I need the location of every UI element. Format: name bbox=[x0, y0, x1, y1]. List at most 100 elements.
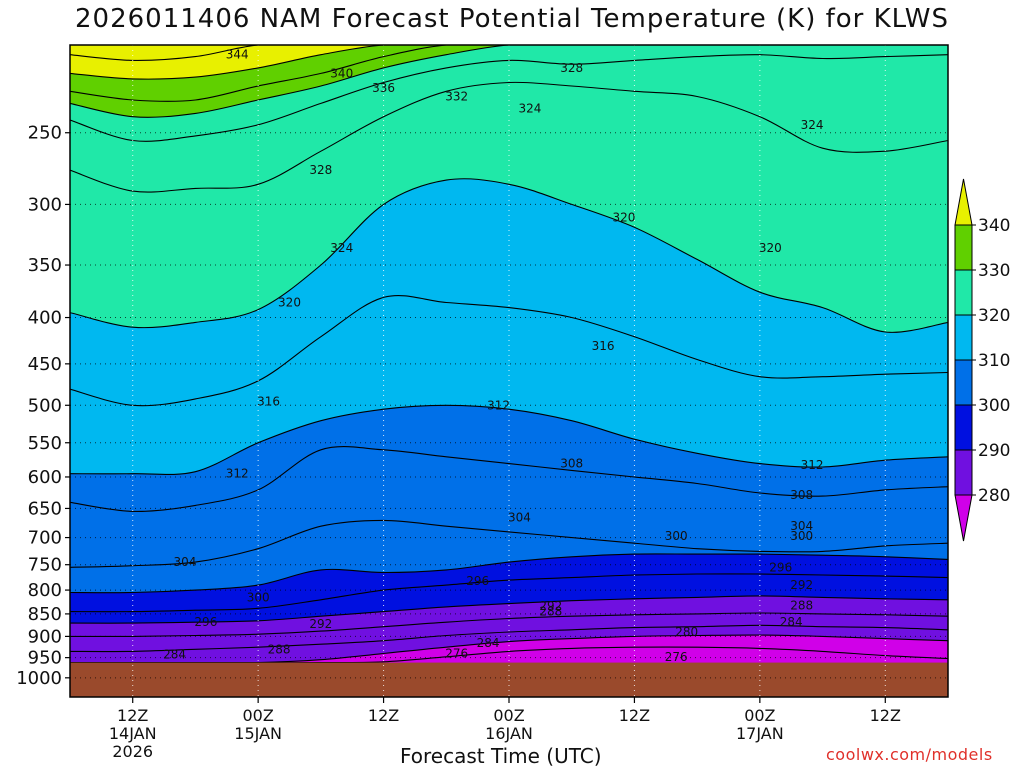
y-tick-label: 650 bbox=[28, 498, 62, 519]
x-tick-label: 14JAN bbox=[109, 724, 157, 743]
contour-line-292 bbox=[70, 595, 948, 624]
contour-line-344 bbox=[70, 45, 948, 61]
x-tick-label: 00Z bbox=[242, 706, 273, 725]
contour-label: 304 bbox=[508, 510, 531, 524]
y-tick-label: 950 bbox=[28, 648, 62, 669]
contour-label: 320 bbox=[278, 296, 301, 310]
contour-line-284 bbox=[70, 624, 948, 653]
credit-text: coolwx.com/models bbox=[826, 745, 993, 764]
contour-line-312 bbox=[70, 404, 948, 476]
contour-label: 296 bbox=[466, 574, 489, 588]
contour-line-288 bbox=[70, 612, 948, 637]
contour-label: 336 bbox=[372, 81, 395, 95]
contour-label: 328 bbox=[309, 163, 332, 177]
contour-label: 312 bbox=[487, 398, 510, 412]
plot-area: 344 340 336 332 328 324 328 324 324 320 320 320 316 3… bbox=[70, 45, 948, 697]
contour-label: 324 bbox=[518, 101, 541, 115]
band-fill-344 bbox=[70, 45, 948, 61]
x-tick-label: 12Z bbox=[870, 706, 901, 725]
contour-label: 316 bbox=[592, 339, 615, 353]
y-tick-label: 450 bbox=[28, 354, 62, 375]
y-tick-label: 800 bbox=[28, 580, 62, 601]
contour-label: 288 bbox=[268, 642, 291, 656]
legend-label: 280 bbox=[978, 486, 1010, 506]
legend-swatch-6 bbox=[954, 449, 973, 496]
x-tick-label: 12Z bbox=[117, 706, 148, 725]
y-tick-label: 600 bbox=[28, 467, 62, 488]
x-tick-label: 00Z bbox=[493, 706, 524, 725]
legend-swatch-2 bbox=[954, 269, 973, 316]
contour-line-336 bbox=[70, 45, 948, 102]
contour-label: 288 bbox=[539, 605, 562, 619]
chart-title: 2026011406 NAM Forecast Potential Temper… bbox=[74, 4, 949, 34]
contour-label: 292 bbox=[539, 599, 562, 613]
y-tick-label: 700 bbox=[28, 528, 62, 549]
contour-label: 292 bbox=[790, 578, 813, 592]
contour-label: 304 bbox=[790, 519, 813, 533]
legend-label: 320 bbox=[978, 306, 1010, 326]
band-fill-340 bbox=[70, 45, 948, 80]
ground-fill bbox=[70, 662, 948, 697]
contour-label: 276 bbox=[665, 650, 688, 664]
y-tick-label: 250 bbox=[28, 123, 62, 144]
contour-label: 312 bbox=[801, 458, 824, 472]
x-tick-label: 12Z bbox=[619, 706, 650, 725]
contour-label: 296 bbox=[769, 560, 792, 574]
contour-label: 324 bbox=[801, 118, 824, 132]
contour-line-304 bbox=[70, 519, 948, 568]
contour-label: 292 bbox=[309, 617, 332, 631]
contour-line-332 bbox=[70, 45, 948, 118]
contour-line-328 bbox=[70, 54, 948, 142]
contour-line-324 bbox=[70, 81, 948, 193]
contour-label: 308 bbox=[560, 457, 583, 471]
y-tick-label: 400 bbox=[28, 308, 62, 329]
y-tick-label: 500 bbox=[28, 395, 62, 416]
y-tick-label: 300 bbox=[28, 194, 62, 215]
contour-label: 284 bbox=[163, 647, 186, 661]
contour-label: 316 bbox=[257, 394, 280, 408]
contour-line-300 bbox=[70, 553, 948, 594]
legend-swatch-5 bbox=[954, 404, 973, 451]
y-tick-label: 850 bbox=[28, 604, 62, 625]
x-tick-label: 17JAN bbox=[736, 724, 784, 743]
contour-line-320 bbox=[70, 178, 948, 333]
contour-line-308 bbox=[70, 446, 948, 513]
contour-label: 296 bbox=[194, 615, 217, 629]
contour-label: 320 bbox=[613, 210, 636, 224]
contour-label: 340 bbox=[330, 66, 353, 80]
y-tick-label: 750 bbox=[28, 555, 62, 576]
legend-swatch-1 bbox=[954, 224, 973, 271]
contour-label: 344 bbox=[226, 48, 249, 62]
contour-line-340 bbox=[70, 45, 948, 80]
legend-swatch-3 bbox=[954, 314, 973, 361]
contour-line-316 bbox=[70, 294, 948, 407]
contour-label: 312 bbox=[226, 467, 249, 481]
contour-label: 320 bbox=[759, 241, 782, 255]
x-axis-label: Forecast Time (UTC) bbox=[400, 744, 602, 768]
contour-label: 300 bbox=[665, 529, 688, 543]
contour-label: 308 bbox=[790, 488, 813, 502]
contour-label: 304 bbox=[174, 555, 197, 569]
y-tick-label: 1000 bbox=[16, 668, 62, 689]
legend-label: 310 bbox=[978, 351, 1010, 371]
contour-label: 300 bbox=[247, 590, 270, 604]
contour-label: 280 bbox=[675, 625, 698, 639]
contour-label: 328 bbox=[560, 61, 583, 75]
contour-label: 276 bbox=[445, 646, 468, 660]
contour-label: 332 bbox=[445, 90, 468, 104]
legend-label: 290 bbox=[978, 441, 1010, 461]
x-tick-label: 00Z bbox=[744, 706, 775, 725]
legend-arrow-bottom bbox=[954, 494, 973, 542]
legend-swatch-4 bbox=[954, 359, 973, 406]
contour-label: 300 bbox=[790, 529, 813, 543]
x-tick-label: 16JAN bbox=[485, 724, 533, 743]
legend-label: 300 bbox=[978, 396, 1010, 416]
x-tick-label: 2026 bbox=[112, 742, 153, 761]
contour-label: 284 bbox=[477, 636, 500, 650]
legend-label: 330 bbox=[978, 261, 1010, 281]
legend-arrow-top bbox=[954, 178, 973, 226]
x-tick-label: 12Z bbox=[368, 706, 399, 725]
y-tick-label: 350 bbox=[28, 255, 62, 276]
legend-label: 340 bbox=[978, 216, 1010, 236]
